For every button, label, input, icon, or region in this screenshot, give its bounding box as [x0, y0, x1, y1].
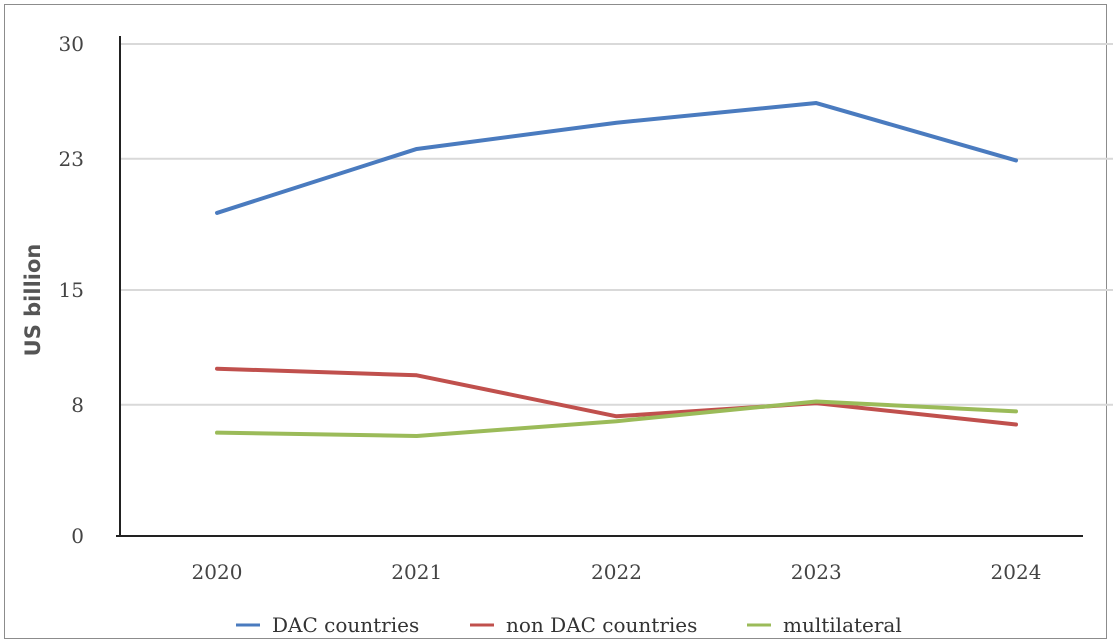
x-tick-label: 2023 — [791, 560, 842, 584]
y-axis-title: US billion — [21, 244, 45, 357]
y-tick-labels: 0 8 15 23 30 — [59, 32, 84, 548]
axes — [116, 36, 1083, 537]
series-line-2 — [215, 366, 1018, 427]
y-tick-label: 23 — [59, 147, 84, 171]
y-tick-label: 15 — [59, 278, 84, 302]
x-tick-labels: 2020 2021 2022 2023 2024 — [192, 560, 1042, 584]
series-line-1 — [215, 101, 1018, 215]
legend: DAC countries non DAC countries multilater… — [236, 613, 902, 637]
x-tick-label: 2021 — [391, 560, 442, 584]
series-lines — [215, 101, 1018, 438]
y-tick-label: 8 — [71, 393, 84, 417]
y-tick-label: 30 — [59, 32, 84, 56]
x-tick-label: 2020 — [192, 560, 243, 584]
x-tick-label: 2024 — [991, 560, 1042, 584]
y-tick-label: 0 — [71, 524, 84, 548]
series-line-3 — [215, 399, 1018, 438]
gridlines — [120, 43, 1113, 406]
legend-label: non DAC countries — [506, 613, 697, 637]
legend-label: multilateral — [783, 613, 902, 637]
chart-frame — [4, 4, 1107, 639]
x-tick-label: 2022 — [591, 560, 642, 584]
legend-label: DAC countries — [272, 613, 419, 637]
